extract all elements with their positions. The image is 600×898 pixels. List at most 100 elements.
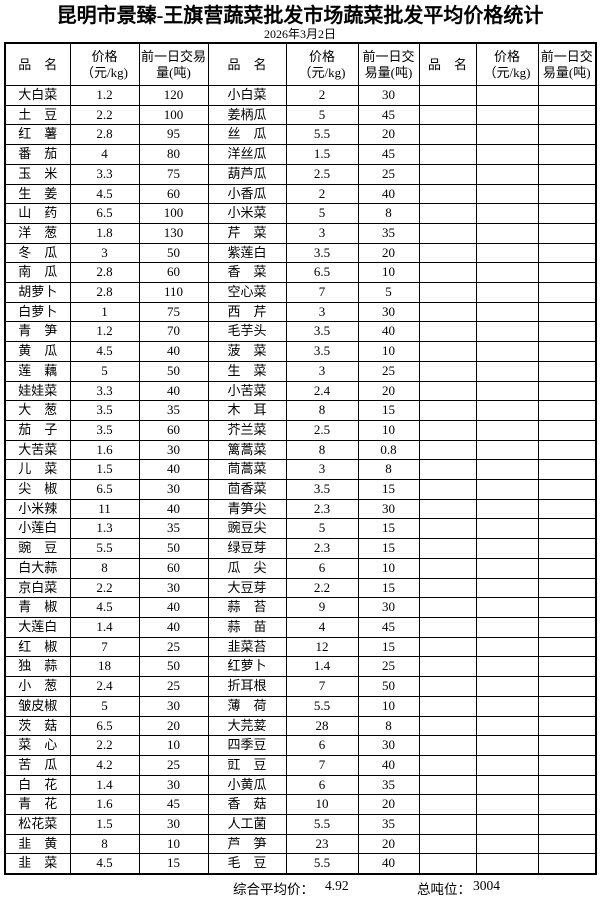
volume-cell: 50 — [138, 656, 209, 678]
price-cell: 5.5 — [285, 814, 359, 835]
price-cell: 2.4 — [69, 676, 140, 697]
price-cell: 2.2 — [69, 577, 140, 599]
volume-cell: 60 — [138, 419, 209, 441]
price-cell: 5 — [285, 518, 359, 540]
product-name-cell: 菜 心 — [4, 735, 71, 756]
product-name-cell: 空心菜 — [207, 282, 287, 303]
product-name-cell: 青 椒 — [4, 597, 71, 618]
product-name-cell — [418, 163, 477, 185]
price-cell: 1.4 — [69, 616, 140, 638]
header-price-2: 价格（元/kg) — [285, 42, 359, 86]
volume-cell: 30 — [138, 774, 209, 796]
volume-cell — [537, 636, 597, 658]
product-name-cell: 娃娃菜 — [4, 380, 71, 402]
product-name-cell: 白大蒜 — [4, 557, 71, 579]
product-name-cell — [418, 222, 477, 244]
product-name-cell: 蒜 苔 — [207, 597, 287, 618]
price-cell: 4.5 — [69, 597, 140, 618]
volume-cell: 45 — [357, 144, 420, 165]
product-name-cell: 人工菌 — [207, 814, 287, 835]
volume-cell — [537, 459, 597, 481]
volume-cell: 8 — [357, 203, 420, 224]
product-name-cell — [418, 360, 477, 382]
volume-cell: 45 — [357, 616, 420, 638]
product-name-cell — [418, 459, 477, 481]
price-cell: 4 — [69, 144, 140, 165]
volume-cell — [537, 222, 597, 244]
volume-cell — [537, 518, 597, 540]
product-name-cell: 毛 豆 — [207, 853, 287, 875]
price-cell: 2.5 — [285, 163, 359, 185]
volume-cell — [537, 301, 597, 323]
table-row: 番 茄 4 80 洋丝瓜 1.5 45 — [4, 144, 597, 165]
price-cell: 10 — [285, 794, 359, 816]
volume-cell: 10 — [138, 833, 209, 855]
price-cell: 9 — [285, 597, 359, 618]
price-cell: 3 — [285, 360, 359, 382]
product-name-cell: 京白菜 — [4, 577, 71, 599]
table-row: 青 椒 4.5 40 蒜 苔 9 30 — [4, 597, 597, 618]
price-cell — [475, 400, 539, 421]
product-name-cell: 生 菜 — [207, 360, 287, 382]
table-header-row: 品 名 价格（元/kg) 前一日交易量(吨) 品 名 价格（元/kg) 前一日交… — [4, 42, 597, 86]
volume-cell: 75 — [138, 301, 209, 323]
price-cell — [475, 360, 539, 382]
product-name-cell: 韭 菜 — [4, 853, 71, 875]
product-name-cell: 松花菜 — [4, 814, 71, 835]
total-tonnage-value: 3004 — [473, 878, 500, 894]
product-name-cell — [418, 538, 477, 559]
price-cell: 3 — [69, 242, 140, 264]
volume-cell: 35 — [357, 774, 420, 796]
product-name-cell: 篱蒿菜 — [207, 439, 287, 461]
price-cell — [475, 774, 539, 796]
product-name-cell: 大 葱 — [4, 400, 71, 421]
product-name-cell: 黄 瓜 — [4, 341, 71, 362]
price-cell: 4.5 — [69, 853, 140, 875]
volume-cell: 60 — [138, 262, 209, 284]
volume-cell — [537, 616, 597, 638]
price-cell — [475, 124, 539, 146]
price-table: 品 名 价格（元/kg) 前一日交易量(吨) 品 名 价格（元/kg) 前一日交… — [4, 42, 597, 876]
price-cell — [475, 557, 539, 579]
volume-cell: 8 — [357, 715, 420, 737]
volume-cell: 10 — [357, 695, 420, 717]
volume-cell: 120 — [138, 85, 209, 106]
table-row: 莲 藕 5 50 生 菜 3 25 — [4, 360, 597, 382]
table-row: 京白菜 2.2 30 大豆芽 2.2 15 — [4, 577, 597, 599]
price-cell: 5.5 — [285, 124, 359, 146]
product-name-cell — [418, 557, 477, 579]
volume-cell: 25 — [138, 676, 209, 697]
product-name-cell — [418, 656, 477, 678]
volume-cell: 20 — [357, 833, 420, 855]
product-name-cell — [418, 479, 477, 500]
price-cell: 11 — [69, 498, 140, 520]
price-cell: 3.5 — [285, 242, 359, 264]
price-cell: 6.5 — [69, 479, 140, 500]
header-volume-2: 前一日交易量(吨) — [357, 42, 420, 86]
table-row: 大莲白 1.4 40 蒜 苗 4 45 — [4, 616, 597, 638]
price-cell: 4.5 — [69, 341, 140, 362]
report-date: 2026年3月2日 — [263, 27, 336, 41]
price-cell: 7 — [285, 676, 359, 697]
price-cell — [475, 695, 539, 717]
price-cell — [475, 282, 539, 303]
volume-cell — [537, 360, 597, 382]
product-name-cell — [418, 144, 477, 165]
table-row: 土 豆 2.2 100 姜柄瓜 5 45 — [4, 104, 597, 126]
volume-cell: 40 — [357, 853, 420, 875]
table-row: 小 葱 2.4 25 折耳根 7 50 — [4, 676, 597, 697]
volume-cell: 20 — [357, 794, 420, 816]
table-row: 小莲白 1.3 35 豌豆尖 5 15 — [4, 518, 597, 540]
table-row: 独 蒜 18 50 红萝卜 1.4 25 — [4, 656, 597, 678]
volume-cell: 15 — [357, 479, 420, 500]
product-name-cell — [418, 203, 477, 224]
price-cell — [475, 183, 539, 205]
product-name-cell: 小 葱 — [4, 676, 71, 697]
volume-cell — [537, 656, 597, 678]
volume-cell: 40 — [138, 341, 209, 362]
price-cell — [475, 85, 539, 106]
volume-cell: 50 — [138, 538, 209, 559]
product-name-cell: 韭菜苔 — [207, 636, 287, 658]
price-cell — [475, 163, 539, 185]
product-name-cell: 折耳根 — [207, 676, 287, 697]
